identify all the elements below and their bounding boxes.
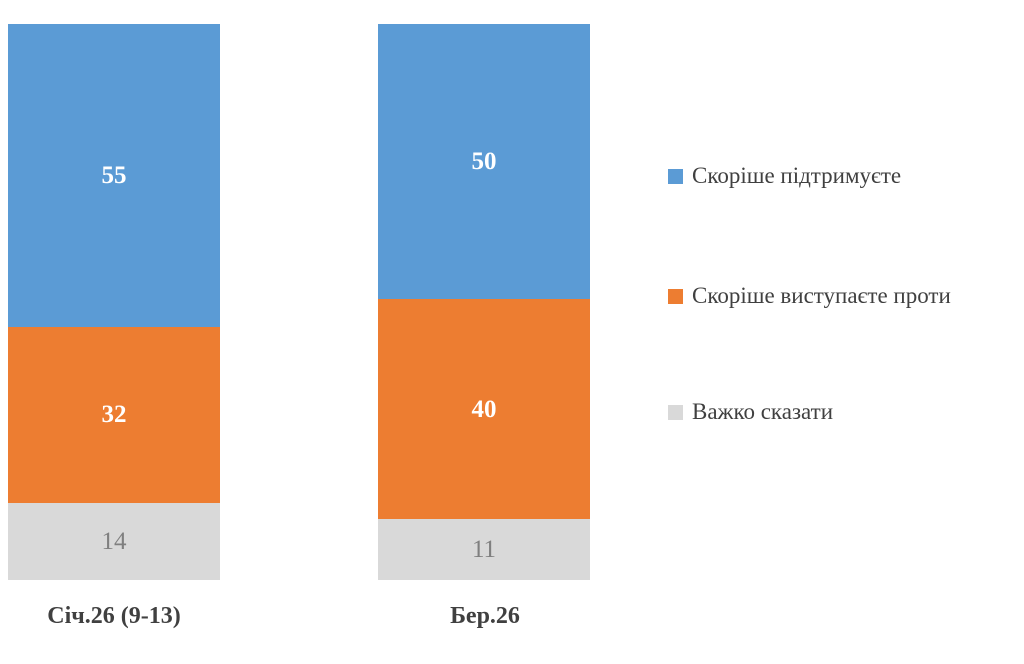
legend-item-2: Скоріше виступаєте проти bbox=[668, 282, 951, 310]
value-label: 11 bbox=[471, 536, 497, 564]
value-label: 14 bbox=[101, 527, 127, 555]
legend-label: Важко сказати bbox=[692, 399, 833, 424]
value-label: 32 bbox=[101, 401, 127, 429]
bar-segment-series-2: 32 bbox=[8, 326, 220, 503]
chart-legend: Скоріше підтримуєте Скоріше виступаєте пр… bbox=[668, 0, 1024, 664]
stacked-bar-1: 55 32 14 bbox=[8, 24, 220, 580]
bar-segment-series-3: 14 bbox=[8, 502, 220, 580]
value-label: 55 bbox=[101, 161, 127, 189]
category-axis-label: Січ.26 (9-13) bbox=[47, 603, 181, 629]
bar-segment-series-1: 50 bbox=[378, 24, 590, 300]
bar-segment-series-1: 55 bbox=[8, 24, 220, 327]
legend-label: Скоріше виступаєте проти bbox=[692, 283, 951, 308]
value-label: 50 bbox=[471, 148, 497, 176]
legend-item-3: Важко сказати bbox=[668, 398, 833, 426]
stacked-bar-2: 50 40 11 bbox=[378, 24, 590, 580]
bar-segment-series-2: 40 bbox=[378, 299, 590, 520]
legend-label: Скоріше підтримуєте bbox=[692, 163, 902, 188]
value-label: 40 bbox=[471, 395, 497, 423]
legend-item-1: Скоріше підтримуєте bbox=[668, 162, 901, 190]
legend-swatch-icon bbox=[668, 288, 683, 304]
legend-swatch-icon bbox=[668, 404, 683, 420]
bar-segment-series-3: 11 bbox=[378, 519, 590, 580]
legend-swatch-icon bbox=[668, 168, 683, 184]
category-axis-label: Бер.26 bbox=[450, 603, 520, 629]
